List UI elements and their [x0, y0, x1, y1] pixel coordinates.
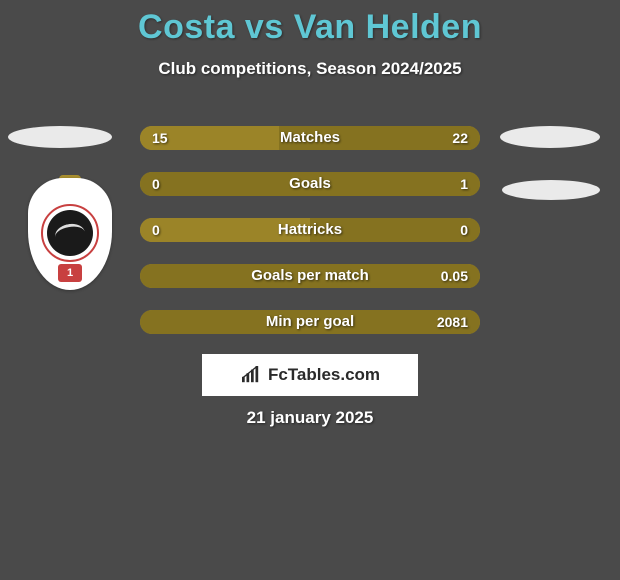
crest-ball-icon: [47, 210, 93, 256]
stat-row: Goals per match0.05: [140, 264, 480, 288]
stat-row: 0Goals1: [140, 172, 480, 196]
stat-row: Min per goal2081: [140, 310, 480, 334]
stat-fill-right: [310, 218, 480, 242]
stat-fill-right: [140, 264, 480, 288]
stat-fill-right: [279, 126, 480, 150]
stat-value-right: 22: [452, 126, 468, 150]
footer-date: 21 january 2025: [0, 408, 620, 428]
crest-number: 1: [58, 264, 82, 282]
stat-value-right: 0.05: [441, 264, 468, 288]
brand-text: FcTables.com: [268, 365, 380, 385]
stat-value-left: 0: [152, 218, 160, 242]
crest-shield: 1: [28, 178, 112, 290]
stat-value-left: 0: [152, 172, 160, 196]
stat-row: 0Hattricks0: [140, 218, 480, 242]
club-left-crest: 1: [28, 178, 112, 308]
club-right-logo-placeholder: [502, 180, 600, 200]
stat-value-right: 2081: [437, 310, 468, 334]
brand-chart-icon: [240, 366, 262, 384]
stat-fill-right: [140, 172, 480, 196]
brand-badge[interactable]: FcTables.com: [202, 354, 418, 396]
page-subtitle: Club competitions, Season 2024/2025: [0, 59, 620, 79]
stat-value-right: 1: [460, 172, 468, 196]
player-left-avatar-placeholder: [8, 126, 112, 148]
stat-fill-left: [140, 218, 310, 242]
stats-comparison: 15Matches22 0Goals1 0Hattricks0 Goals per m…: [140, 126, 480, 356]
stat-value-right: 0: [460, 218, 468, 242]
stat-fill-right: [140, 310, 480, 334]
stat-value-left: 15: [152, 126, 168, 150]
page-title: Costa vs Van Helden: [0, 0, 620, 47]
player-right-avatar-placeholder: [500, 126, 600, 148]
stat-row: 15Matches22: [140, 126, 480, 150]
